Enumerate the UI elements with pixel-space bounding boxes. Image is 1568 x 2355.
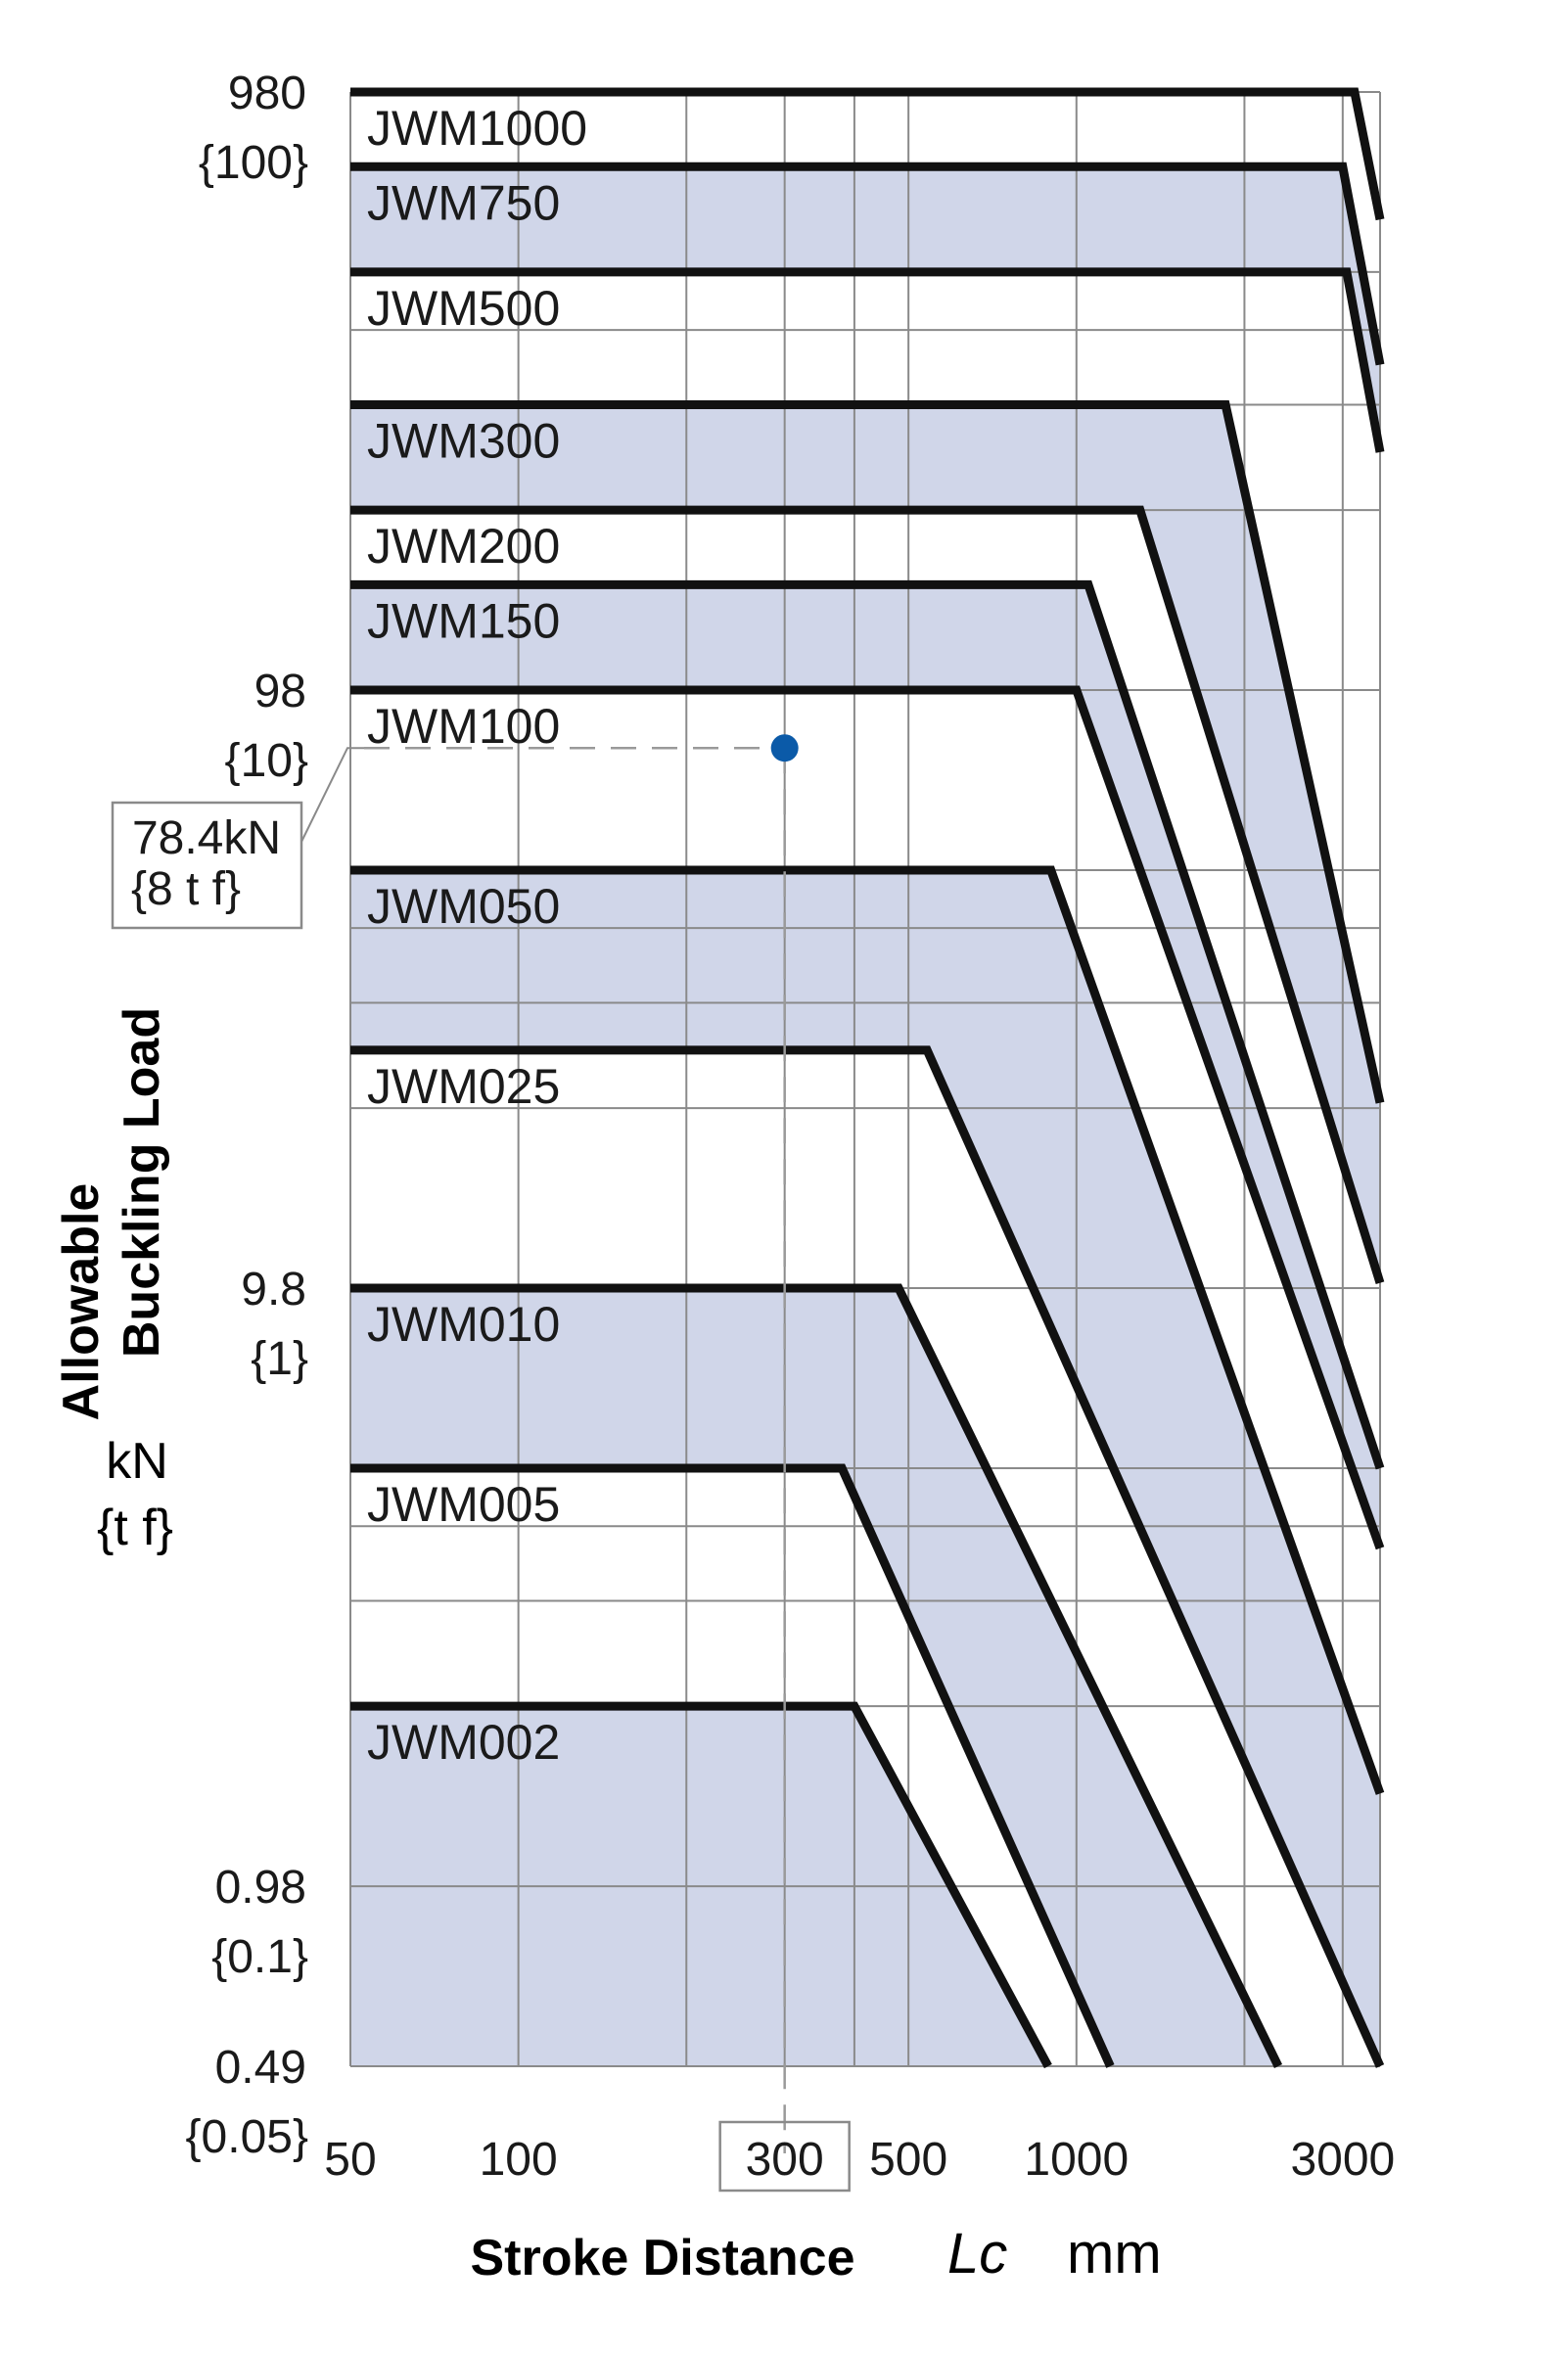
annotation-label-kn: 78.4kN <box>132 812 281 864</box>
series-line-jwm050 <box>350 865 1385 1795</box>
series-label-jwm002: JWM002 <box>367 1715 560 1770</box>
series-line-jwm010 <box>350 1283 1283 2068</box>
x-tick-label: 500 <box>869 2134 947 2186</box>
y-tick-sublabel: {100} <box>199 137 308 189</box>
x-tick-label: 300 <box>746 2134 824 2186</box>
series-lines <box>350 87 1385 2069</box>
annotation-group: 78.4kN{8 t f} <box>111 734 799 2153</box>
series-line-jwm150 <box>350 579 1385 1470</box>
x-tick-label: 3000 <box>1290 2134 1395 2186</box>
series-label-jwm300: JWM300 <box>367 413 560 468</box>
annotation-leader <box>300 747 364 843</box>
band-jwm150 <box>350 584 1380 1548</box>
series-label-jwm750: JWM750 <box>367 175 560 230</box>
series-labels: JWM1000 JWM750 JWM500 JWM300 JWM200 JWM150 JWM… <box>367 101 587 1770</box>
series-label-jwm100: JWM100 <box>367 699 560 754</box>
series-line-jwm1000 <box>350 87 1385 221</box>
series-label-jwm200: JWM200 <box>367 519 560 574</box>
y-tick-label: 9.8 <box>241 1264 306 1316</box>
series-label-jwm1000: JWM1000 <box>367 101 587 156</box>
annotation-box <box>111 801 303 930</box>
band-jwm050 <box>350 870 1380 2066</box>
series-line-jwm200 <box>350 505 1385 1285</box>
y-tick-labels: 980 {100} 98 {10} 9.8 {1} 0.98 {0.1} 0.49 {0.05} <box>186 68 308 2163</box>
series-line-jwm300 <box>350 400 1385 1104</box>
x-tick-highlight-box <box>718 2120 851 2193</box>
y-unit-tf: {t f} <box>97 1500 173 1556</box>
y-axis-title-line1: Allowable <box>53 1183 110 1421</box>
x-tick-label: 1000 <box>1024 2134 1129 2186</box>
y-unit-kn: kN <box>106 1433 168 1490</box>
band-jwm010 <box>350 1288 1278 2066</box>
y-tick-sublabel: {0.1} <box>211 1931 308 1983</box>
series-label-jwm025: JWM025 <box>367 1059 560 1114</box>
x-tick-labels: 50 100 300 500 1000 3000 <box>324 2120 1395 2193</box>
y-tick-label: 0.49 <box>215 2042 306 2094</box>
series-line-jwm100 <box>350 685 1385 1550</box>
y-tick-label: 0.98 <box>215 1862 306 1914</box>
series-line-jwm025 <box>350 1045 1385 2068</box>
series-label-jwm005: JWM005 <box>367 1477 560 1532</box>
x-tick-label: 50 <box>324 2134 376 2186</box>
annotation-point <box>770 734 799 762</box>
annotation-label-tf: {8 t f} <box>131 863 241 915</box>
x-tick-label: 100 <box>480 2134 558 2186</box>
x-axis-title: Stroke Distance <box>470 2230 854 2286</box>
series-line-jwm500 <box>350 267 1385 453</box>
y-tick-label: 98 <box>254 666 306 717</box>
band-jwm750 <box>350 166 1380 452</box>
series-line-jwm750 <box>350 162 1385 366</box>
series-label-jwm150: JWM150 <box>367 593 560 648</box>
series-line-jwm002 <box>350 1701 1052 2069</box>
band-jwm300 <box>350 404 1380 1283</box>
y-tick-sublabel: {10} <box>225 735 308 787</box>
y-tick-label: 980 <box>228 68 306 119</box>
series-line-jwm005 <box>350 1463 1115 2068</box>
y-tick-sublabel: {0.05} <box>186 2111 308 2163</box>
series-label-jwm010: JWM010 <box>367 1297 560 1352</box>
x-axis-symbol: Lc <box>947 2222 1007 2286</box>
y-axis-title-line2: Buckling Load <box>114 1007 170 1358</box>
series-label-jwm500: JWM500 <box>367 281 560 336</box>
series-label-jwm050: JWM050 <box>367 879 560 934</box>
x-axis-unit: mm <box>1067 2222 1162 2286</box>
y-tick-sublabel: {1} <box>251 1333 308 1385</box>
